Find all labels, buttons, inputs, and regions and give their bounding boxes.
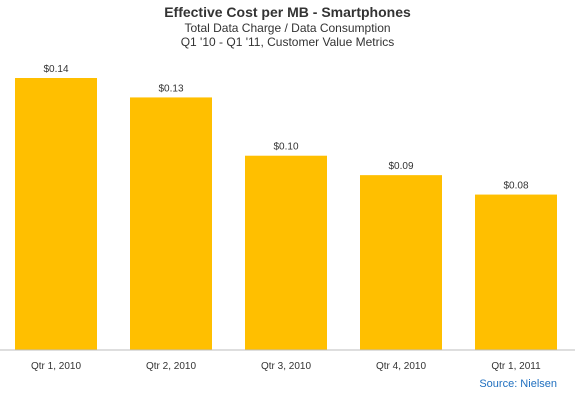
chart-title: Effective Cost per MB - Smartphones	[164, 4, 411, 20]
source-note: Source: Nielsen	[479, 378, 557, 390]
x-tick-label-5: Qtr 1, 2011	[491, 361, 541, 372]
bar-value-label-3: $0.10	[273, 142, 298, 153]
x-tick-label-4: Qtr 4, 2010	[376, 361, 426, 372]
bar-value-label-5: $0.08	[503, 181, 528, 192]
bars-layer	[15, 78, 557, 350]
bar-value-label-1: $0.14	[43, 64, 68, 75]
bar-3	[245, 155, 327, 350]
x-tick-label-3: Qtr 3, 2010	[261, 361, 311, 372]
labels-layer: $0.14 Qtr 1, 2010 $0.13 Qtr 2, 2010 $0.10 Qtr…	[31, 64, 541, 372]
bar-value-label-4: $0.09	[388, 161, 413, 172]
bar-4	[360, 175, 442, 350]
x-tick-label-1: Qtr 1, 2010	[31, 361, 81, 372]
bar-1	[15, 78, 97, 350]
chart-subtitle-line-1: Total Data Charge / Data Consumption	[184, 21, 391, 35]
bar-5	[475, 194, 557, 350]
chart-subtitle-line-2: Q1 '10 - Q1 '11, Customer Value Metrics	[180, 35, 395, 49]
x-tick-label-2: Qtr 2, 2010	[146, 361, 196, 372]
bar-2	[130, 97, 212, 350]
bar-value-label-2: $0.13	[158, 83, 183, 94]
